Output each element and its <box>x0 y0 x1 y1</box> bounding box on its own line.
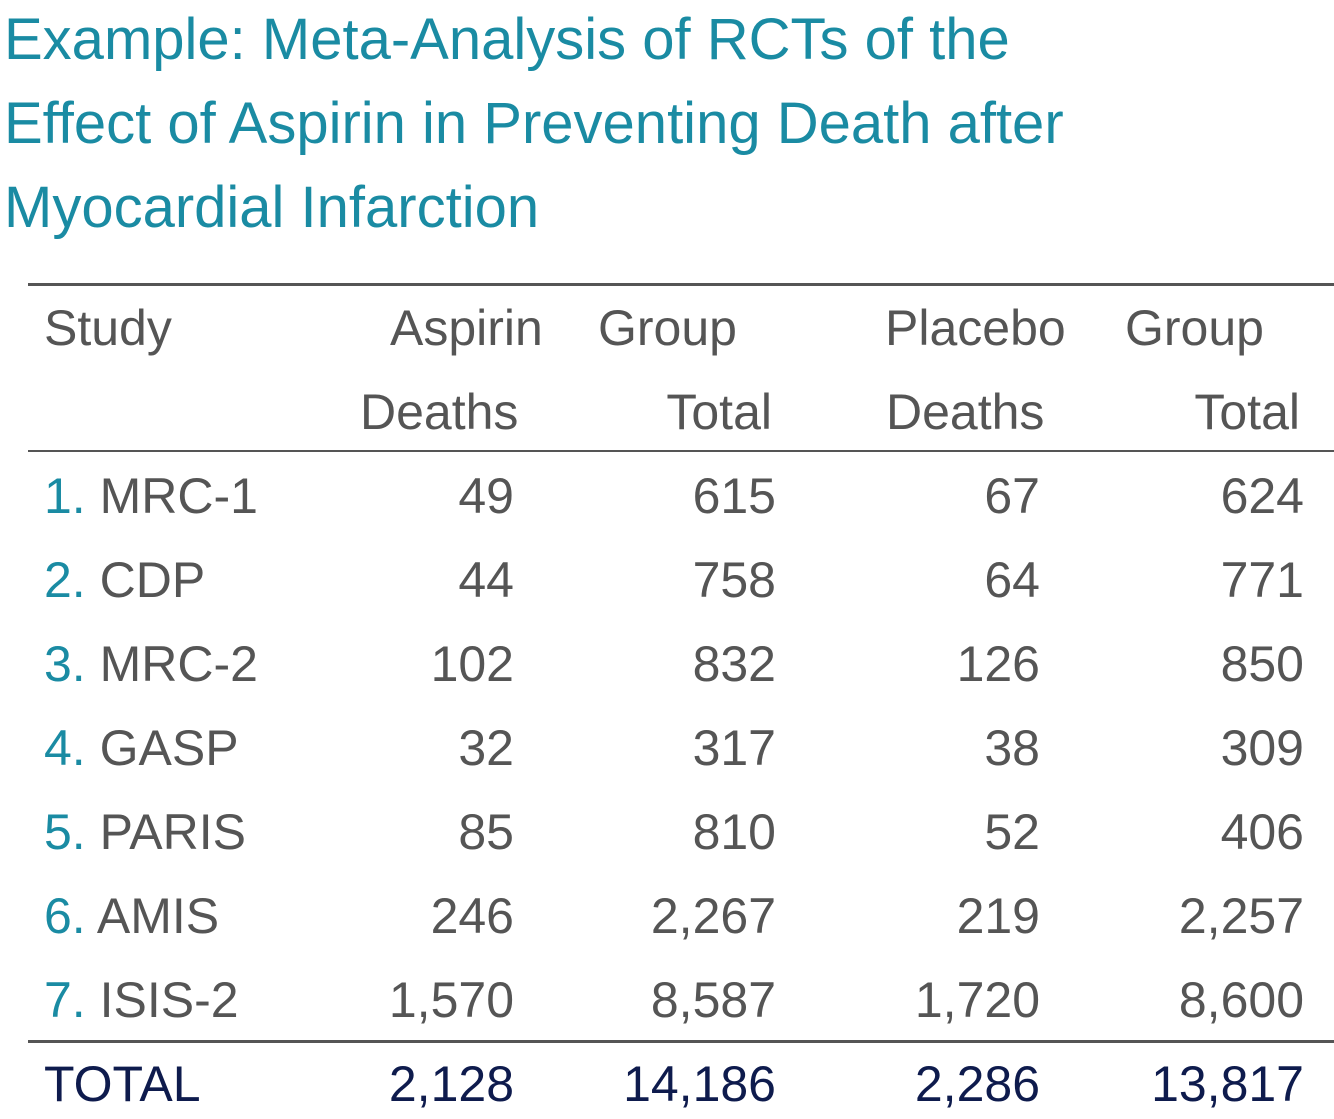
cell-aspirin-deaths: 32 <box>458 720 514 776</box>
study-name: PARIS <box>99 804 246 860</box>
table-row: 7. ISIS-2 <box>44 970 239 1030</box>
cell-placebo-total: 771 <box>1220 552 1304 608</box>
total-top-rule <box>28 1040 1334 1043</box>
cell-placebo-deaths: 52 <box>984 804 1040 860</box>
cell-aspirin-total: 832 <box>692 636 776 692</box>
total-aspirin-total: 14,186 <box>623 1056 776 1112</box>
cell-aspirin-total: 810 <box>692 804 776 860</box>
cell-placebo-total: 8,600 <box>1178 972 1304 1028</box>
table-row: 2. CDP <box>44 550 205 610</box>
cell-placebo-deaths: 38 <box>984 720 1040 776</box>
row-number: 7. <box>44 972 86 1028</box>
cell-aspirin-deaths: 49 <box>458 468 514 524</box>
title-line-3: Myocardial Infarction <box>4 175 540 240</box>
study-name: AMIS <box>96 888 220 944</box>
cell-placebo-deaths: 64 <box>984 552 1040 608</box>
header-aspirin: Aspirin <box>390 300 543 356</box>
table-top-rule <box>28 283 1334 286</box>
cell-aspirin-deaths: 85 <box>458 804 514 860</box>
cell-placebo-total: 850 <box>1220 636 1304 692</box>
row-number: 3. <box>44 636 86 692</box>
cell-aspirin-deaths: 44 <box>458 552 514 608</box>
study-name: CDP <box>99 552 206 608</box>
row-number: 6. <box>44 888 86 944</box>
cell-placebo-deaths: 1,720 <box>914 972 1040 1028</box>
study-name: ISIS-2 <box>99 972 239 1028</box>
cell-aspirin-total: 2,267 <box>650 888 776 944</box>
cell-aspirin-total: 317 <box>692 720 776 776</box>
header-aspirin-total: Total <box>666 384 772 440</box>
cell-placebo-total: 2,257 <box>1178 888 1304 944</box>
cell-placebo-deaths: 67 <box>984 468 1040 524</box>
table-row: 1. MRC-1 <box>44 466 258 526</box>
cell-placebo-deaths: 219 <box>956 888 1040 944</box>
study-name: GASP <box>99 720 239 776</box>
total-placebo-total: 13,817 <box>1151 1056 1304 1112</box>
header-placebo: Placebo <box>885 300 1066 356</box>
header-aspirin-deaths: Deaths <box>360 384 519 440</box>
row-number: 1. <box>44 468 86 524</box>
header-study: Study <box>44 300 172 356</box>
cell-aspirin-deaths: 102 <box>430 636 514 692</box>
study-name: MRC-2 <box>99 636 258 692</box>
cell-placebo-total: 309 <box>1220 720 1304 776</box>
cell-placebo-total: 406 <box>1220 804 1304 860</box>
title-line-2: Effect of Aspirin in Preventing Death af… <box>4 91 1064 156</box>
title-line-1: Example: Meta-Analysis of RCTs of the <box>4 7 1010 72</box>
total-placebo-deaths: 2,286 <box>914 1056 1040 1112</box>
slide-title: Example: Meta-Analysis of RCTs of the Ef… <box>4 0 1330 250</box>
total-label: TOTAL <box>44 1056 201 1112</box>
table-row: 6. AMIS <box>44 886 219 946</box>
row-number: 2. <box>44 552 86 608</box>
cell-aspirin-total: 8,587 <box>650 972 776 1028</box>
row-number: 4. <box>44 720 86 776</box>
table-row: 4. GASP <box>44 718 239 778</box>
header-group-aspirin: Group <box>598 300 737 356</box>
cell-aspirin-total: 615 <box>692 468 776 524</box>
header-bottom-rule <box>28 450 1334 452</box>
table-row: 3. MRC-2 <box>44 634 258 694</box>
header-placebo-deaths: Deaths <box>886 384 1045 440</box>
table-row: 5. PARIS <box>44 802 246 862</box>
header-placebo-total: Total <box>1194 384 1300 440</box>
cell-aspirin-deaths: 1,570 <box>388 972 514 1028</box>
cell-aspirin-deaths: 246 <box>430 888 514 944</box>
study-name: MRC-1 <box>99 468 258 524</box>
total-aspirin-deaths: 2,128 <box>388 1056 514 1112</box>
row-number: 5. <box>44 804 86 860</box>
cell-placebo-deaths: 126 <box>956 636 1040 692</box>
header-group-placebo: Group <box>1125 300 1264 356</box>
cell-placebo-total: 624 <box>1220 468 1304 524</box>
cell-aspirin-total: 758 <box>692 552 776 608</box>
